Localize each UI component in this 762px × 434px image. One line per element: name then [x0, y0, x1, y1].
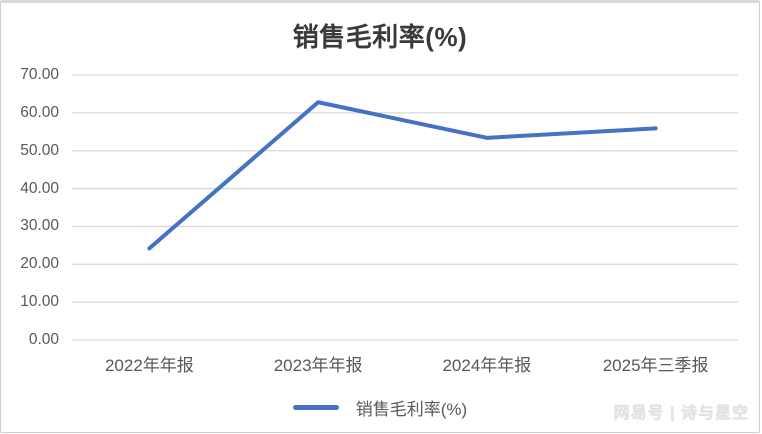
x-category-label: 2023年年报: [273, 356, 363, 375]
x-category-label: 2022年年报: [104, 356, 194, 375]
legend: 销售毛利率(%): [1, 395, 759, 420]
y-tick-label: 70.00: [20, 66, 59, 83]
y-tick-label: 50.00: [20, 141, 59, 159]
y-tick-label: 40.00: [20, 179, 59, 197]
plot-area: [72, 74, 738, 341]
y-tick-label: 60.00: [20, 103, 59, 121]
legend-line-marker: [292, 405, 339, 410]
chart-title: 销售毛利率(%): [292, 22, 468, 52]
y-tick-label: 30.00: [20, 217, 59, 235]
watermark: 网易号 | 诗与星空: [613, 405, 749, 422]
y-tick-label: 10.00: [20, 293, 59, 311]
legend-label: 销售毛利率(%): [355, 400, 468, 419]
x-category-label: 2024年年报: [442, 356, 532, 375]
y-tick-label: 20.00: [20, 255, 59, 273]
y-tick-label: 0.00: [28, 331, 59, 348]
series-line: [147, 100, 658, 251]
x-category-label: 2025年三季报: [602, 356, 709, 375]
